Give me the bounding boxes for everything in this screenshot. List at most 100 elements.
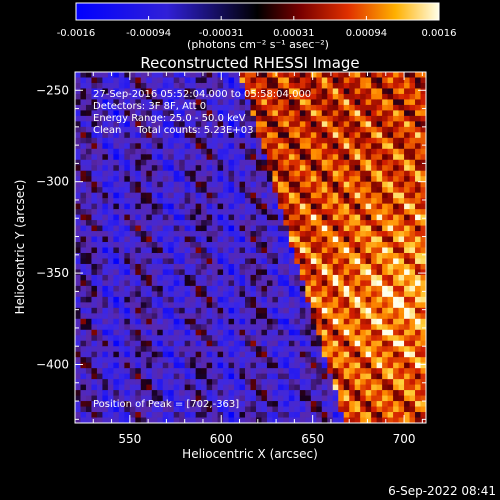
heatmap-cell [387,99,394,106]
heatmap-cell [124,296,131,303]
heatmap-cell [173,77,180,84]
heatmap-cell [365,340,372,347]
heatmap-cell [184,412,191,419]
heatmap-cell [102,209,109,216]
heatmap-cell [190,296,197,303]
heatmap-cell [91,242,98,249]
heatmap-cell [173,291,180,298]
heatmap-cell [102,384,109,391]
heatmap-cell [277,384,285,391]
heatmap-cell [360,269,367,276]
heatmap-cell [162,335,169,342]
heatmap-cell [272,192,279,199]
heatmap-cell [305,110,312,117]
heatmap-cell [332,390,339,397]
heatmap-cell [272,231,279,238]
heatmap-cell [195,165,202,172]
heatmap-cell [283,368,290,375]
heatmap-cell [190,143,197,150]
heatmap-cell [201,242,208,249]
heatmap-cell [398,104,405,111]
heatmap-cell [409,93,416,101]
heatmap-cell [266,159,274,166]
heatmap-cell [294,324,301,331]
heatmap-cell [206,77,213,84]
heatmap-cell [239,110,246,117]
heatmap-cell [376,72,383,79]
heatmap-cell [321,340,328,347]
heatmap-cell [277,329,285,336]
heatmap-cell [387,373,394,380]
heatmap-cell [365,368,372,375]
heatmap-cell [327,318,334,325]
heatmap-cell [151,357,158,364]
heatmap-cell [85,368,93,375]
heatmap-cell [157,242,164,249]
heatmap-cell [387,93,394,101]
heatmap-cell [371,143,378,150]
heatmap-cell [393,340,400,347]
heatmap-cell [107,170,114,177]
heatmap-cell [310,170,317,177]
heatmap-cell [151,132,158,139]
heatmap-cell [234,72,241,79]
heatmap-cell [349,307,356,314]
heatmap-cell [212,214,219,221]
heatmap-cell [398,368,405,375]
heatmap-cell [415,401,422,408]
heatmap-cell [223,137,230,144]
heatmap-cell [305,368,312,375]
heatmap-cell [91,373,98,380]
heatmap-cell [140,225,147,232]
heatmap-cell [332,203,339,210]
heatmap-cell [118,274,125,282]
heatmap-cell [288,329,295,336]
heatmap-cell [327,176,334,183]
heatmap-cell [80,187,87,194]
heatmap-cell [272,379,279,386]
heatmap-cell [294,192,301,199]
heatmap-cell [343,291,350,298]
heatmap-cell [376,357,383,364]
heatmap-cell [420,417,426,423]
heatmap-cell [404,209,411,216]
heatmap-cell [266,291,274,298]
heatmap-cell [294,82,301,90]
heatmap-cell [354,302,361,309]
heatmap-cell [294,181,301,188]
heatmap-cell [245,280,252,287]
heatmap-cell [173,406,180,413]
heatmap-cell [124,384,131,391]
heatmap-cell [190,412,197,419]
heatmap-cell [113,165,120,172]
heatmap-cell [80,340,87,347]
heatmap-cell [415,154,422,161]
heatmap-cell [404,401,411,408]
heatmap-cell [261,154,268,161]
heatmap-cell [387,236,394,243]
heatmap-cell [228,406,235,413]
heatmap-cell [321,148,328,155]
heatmap-cell [409,220,416,227]
heatmap-cell [321,143,328,150]
heatmap-cell [277,285,285,292]
heatmap-cell [365,269,372,276]
heatmap-cell [354,192,361,199]
heatmap-cell [184,99,191,106]
heatmap-cell [310,247,317,254]
x-axis: 550 600 650 700 [92,72,423,446]
heatmap-cell [129,181,136,188]
heatmap-cell [168,159,175,166]
x-axis-label: Heliocentric X (arcsec) [182,447,318,461]
heatmap-cell [96,412,104,419]
heatmap-cell [75,280,82,287]
heatmap-cell [107,209,114,216]
heatmap-cell [387,121,394,128]
heatmap-cell [321,231,328,238]
heatmap-cell [404,132,411,139]
heatmap-cell [212,318,219,325]
heatmap-cell [190,77,197,84]
heatmap-cell [250,159,257,166]
heatmap-cell [96,203,104,210]
heatmap-cell [80,137,87,144]
